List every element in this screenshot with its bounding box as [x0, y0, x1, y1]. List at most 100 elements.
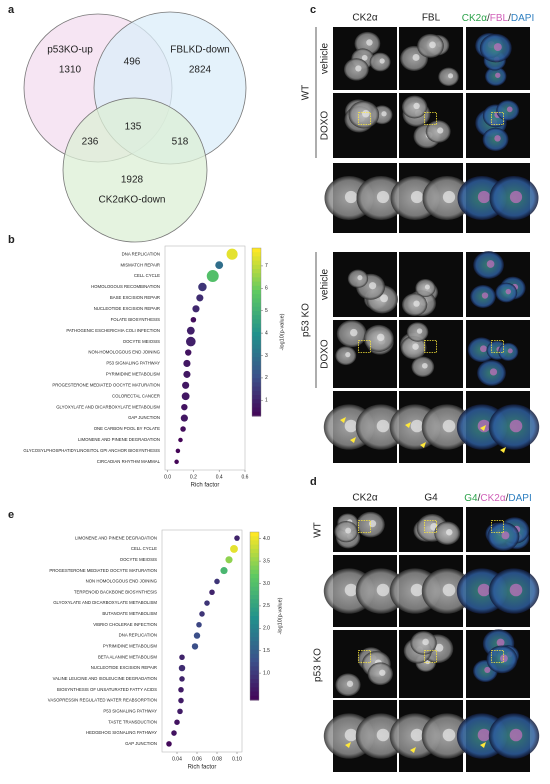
colorbar-segment [250, 666, 259, 672]
category-label: NON HOMOLOGOUS END JOINING [86, 579, 158, 584]
x-tick-label: 0.10 [232, 756, 242, 762]
colorbar-segment [250, 532, 259, 537]
arrowhead [350, 437, 356, 443]
colorbar-segment [250, 695, 259, 701]
colorbar-tick-label: 6 [265, 286, 268, 292]
dot [209, 589, 215, 596]
colorbar-segment [250, 544, 259, 550]
venn-label: 236 [82, 137, 99, 148]
x-tick-label: 0.06 [192, 756, 202, 762]
colorbar-segment [252, 353, 261, 358]
colorbar-segment [252, 285, 261, 291]
nucleolus [442, 728, 456, 742]
colorbar-segment [252, 382, 261, 388]
group-label: WT [301, 85, 312, 101]
nucleolus [480, 345, 487, 353]
nucleolus [345, 527, 352, 534]
colorbar-frame [249, 531, 260, 701]
colorbar-segment [250, 632, 259, 638]
zoom-box [358, 520, 372, 533]
dot [198, 282, 207, 292]
merge-label-part: / [478, 493, 481, 504]
colorbar-segment [250, 616, 259, 621]
colorbar-segment [250, 603, 259, 609]
dot [225, 556, 233, 564]
nucleolus [442, 419, 456, 433]
colorbar-tick-label: 2 [265, 375, 268, 381]
dot [166, 741, 172, 747]
nucleolus [344, 583, 358, 597]
nucleolus [501, 531, 510, 540]
colorbar-segment [250, 662, 259, 667]
category-label: BASE EXCISION REPAIR [110, 295, 160, 300]
nucleolus [368, 520, 377, 528]
nucleolus [484, 666, 491, 674]
colorbar-segment [252, 336, 261, 341]
colorbar-segment [252, 378, 261, 383]
nucleolus [376, 419, 390, 433]
category-label: GAP JUNCTION [125, 741, 157, 746]
colorbar-segment [252, 369, 261, 375]
colorbar-segment [252, 269, 261, 274]
dot [185, 349, 192, 356]
x-tick-label: 0.2 [190, 474, 197, 480]
colorbar-tick-label: 4.0 [263, 536, 270, 542]
colorbar-segment [252, 344, 261, 350]
nucleolus [509, 190, 523, 204]
colorbar-segment [252, 390, 261, 396]
dot [178, 664, 186, 672]
nucleolus [410, 190, 424, 204]
colorbar-tick-label: 2.0 [263, 626, 270, 632]
merge-label-part: DAPI [511, 13, 534, 24]
venn-label: 1310 [59, 65, 82, 76]
colorbar-segment [252, 323, 261, 329]
dot [180, 414, 188, 422]
merge-label-part: FBL [490, 13, 509, 24]
colorbar-label: -log10(p-value) [277, 597, 283, 634]
colorbar-segment [250, 540, 259, 546]
colorbar-segment [250, 586, 259, 592]
nucleolus [493, 43, 502, 52]
nucleolus [376, 333, 385, 342]
colorbar-segment [250, 687, 259, 693]
colorbar-tick-label: 1.0 [263, 670, 270, 676]
colorbar-segment [250, 611, 259, 617]
colorbar-label: -log10(p-value) [279, 313, 285, 350]
colorbar-segment [252, 315, 261, 320]
colorbar-segment [250, 628, 259, 634]
nucleolus [357, 275, 363, 281]
arrowhead [480, 425, 486, 431]
category-label: HOMOLOGOUS RECOMBINATION [91, 284, 160, 289]
dot [181, 392, 190, 401]
nucleolus [413, 300, 420, 307]
colorbar-segment [250, 569, 259, 575]
plot-frame [164, 245, 246, 471]
category-label: VIBRIO CHOLERAE INFECTION [93, 622, 157, 627]
colorbar-tick-label: 1 [265, 398, 268, 404]
merge-label-part: DAPI [508, 493, 531, 504]
nucleolus [346, 680, 354, 687]
category-label: DNA REPLICATION [122, 251, 160, 256]
column-label: FBL [422, 13, 441, 24]
colorbar-segment [252, 386, 261, 392]
colorbar-segment [250, 548, 259, 554]
category-label: CELL CYCLE [131, 546, 157, 551]
colorbar-segment [252, 395, 261, 400]
merge-label-part: / [506, 493, 509, 504]
colorbar-tick-label: 1.5 [263, 648, 270, 654]
merge-label: CK2α/FBL/DAPI [462, 13, 534, 24]
dot [193, 632, 201, 639]
category-label: NUCLEOTIDE EXCISION REPAIR [94, 306, 160, 311]
colorbar-segment [252, 361, 261, 367]
category-label: ONE CARBON POOL BY FOLATE [94, 426, 160, 431]
dot [199, 611, 205, 617]
dot [174, 459, 179, 465]
colorbar-segment [250, 599, 259, 604]
colorbar-segment [252, 332, 261, 337]
venn-label: 518 [172, 137, 189, 148]
column-label: CK2α [352, 493, 377, 504]
category-label: GLYOXYLATE AND DICARBOXYLATE METABOLISM [56, 404, 160, 409]
x-tick-label: 0.4 [216, 474, 223, 480]
nucleolus [381, 111, 387, 117]
